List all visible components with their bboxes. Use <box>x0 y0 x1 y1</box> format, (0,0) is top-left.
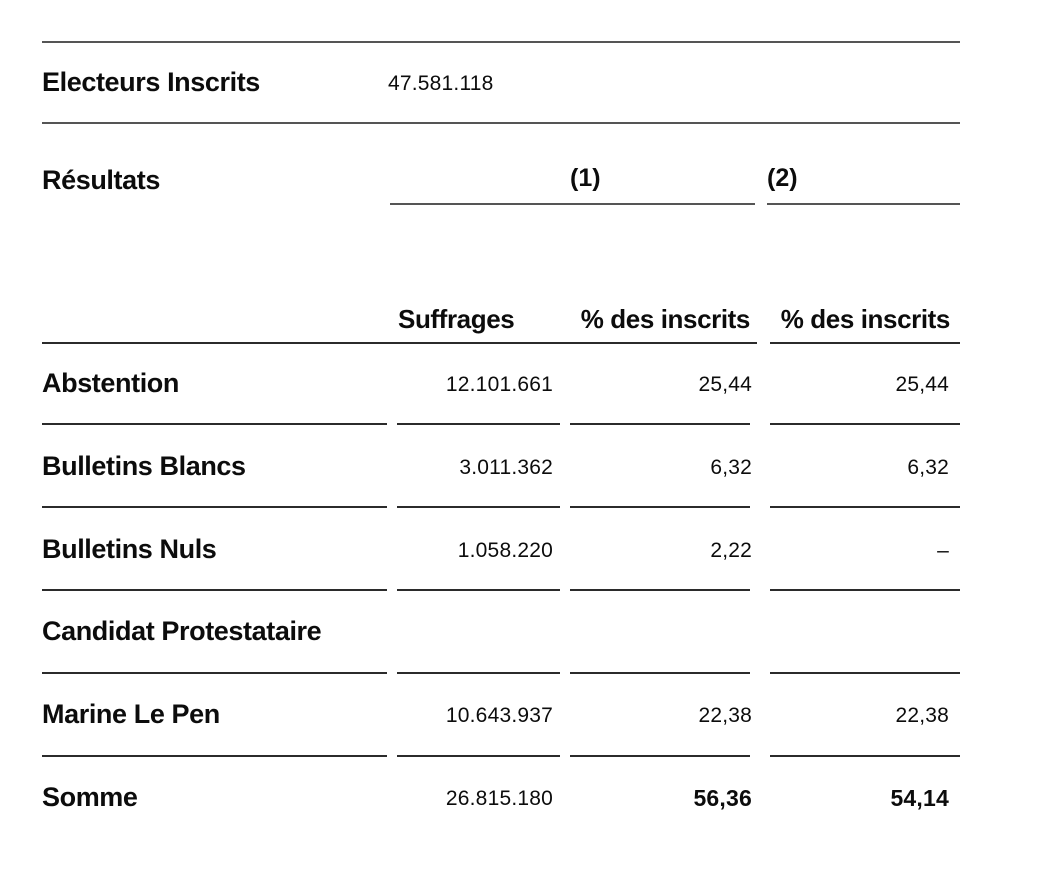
row-divider <box>570 755 750 757</box>
row-candidat-protestataire-pct2 <box>749 618 949 648</box>
row-marine-le-pen-suffrages: 10.643.937 <box>445 704 553 727</box>
row-divider <box>770 589 960 591</box>
row-label-bulletins-blancs: Bulletins Blancs <box>42 451 246 481</box>
header-pct-inscrits-2: % des inscrits <box>780 304 951 334</box>
divider-under-header-col2 <box>770 342 960 344</box>
row-somme-pct2: 54,14 <box>890 785 949 811</box>
divider-under-col2-marker <box>767 203 960 205</box>
row-divider <box>770 672 960 674</box>
row-marine-le-pen-pct2: 22,38 <box>895 704 949 727</box>
row-divider <box>570 672 750 674</box>
row-label-bulletins-nuls: Bulletins Nuls <box>42 534 217 564</box>
row-divider <box>570 589 750 591</box>
row-label-candidat-protestataire: Candidat Protestataire <box>42 616 322 646</box>
row-somme-pct1: 56,36 <box>693 785 752 811</box>
row-bulletins-blancs-pct1: 6,32 <box>710 456 752 479</box>
row-abstention-pct2: 25,44 <box>895 373 949 396</box>
divider-top <box>42 41 960 43</box>
row-abstention-pct1: 25,44 <box>698 373 752 396</box>
row-marine-le-pen-pct1: 22,38 <box>698 704 752 727</box>
header-pct-inscrits-1: % des inscrits <box>580 304 751 334</box>
row-candidat-protestataire-pct1 <box>552 618 752 648</box>
row-divider <box>770 755 960 757</box>
row-divider <box>42 423 387 425</box>
row-label-somme: Somme <box>42 782 138 812</box>
row-divider <box>42 755 387 757</box>
resultats-label: Résultats <box>42 165 160 195</box>
row-bulletins-blancs-suffrages: 3.011.362 <box>459 456 553 479</box>
row-divider <box>397 506 560 508</box>
row-bulletins-nuls-pct1: 2,22 <box>710 539 752 562</box>
divider-under-header-main <box>42 342 757 344</box>
row-candidat-protestataire-suffrages <box>393 618 553 648</box>
row-divider <box>770 423 960 425</box>
row-divider <box>397 589 560 591</box>
row-label-abstention: Abstention <box>42 368 179 398</box>
row-bulletins-blancs-pct2: 6,32 <box>907 456 949 479</box>
row-divider <box>397 423 560 425</box>
row-divider <box>42 589 387 591</box>
row-divider <box>570 423 750 425</box>
divider-under-col1-marker <box>390 203 755 205</box>
row-somme-suffrages: 26.815.180 <box>445 787 553 810</box>
row-divider <box>42 506 387 508</box>
row-label-marine-le-pen: Marine Le Pen <box>42 699 220 729</box>
electeurs-inscrits-value: 47.581.118 <box>388 72 494 95</box>
row-divider <box>770 506 960 508</box>
column-1-marker: (1) <box>570 164 601 192</box>
row-divider <box>570 506 750 508</box>
electeurs-inscrits-label: Electeurs Inscrits <box>42 67 260 97</box>
row-divider <box>397 672 560 674</box>
divider-under-electeurs <box>42 122 960 124</box>
row-bulletins-nuls-suffrages: 1.058.220 <box>457 539 553 562</box>
column-2-marker: (2) <box>767 164 798 192</box>
row-bulletins-nuls-pct2: – <box>937 539 949 562</box>
row-divider <box>42 672 387 674</box>
row-divider <box>397 755 560 757</box>
header-suffrages: Suffrages <box>398 304 515 334</box>
row-abstention-suffrages: 12.101.661 <box>445 373 553 396</box>
